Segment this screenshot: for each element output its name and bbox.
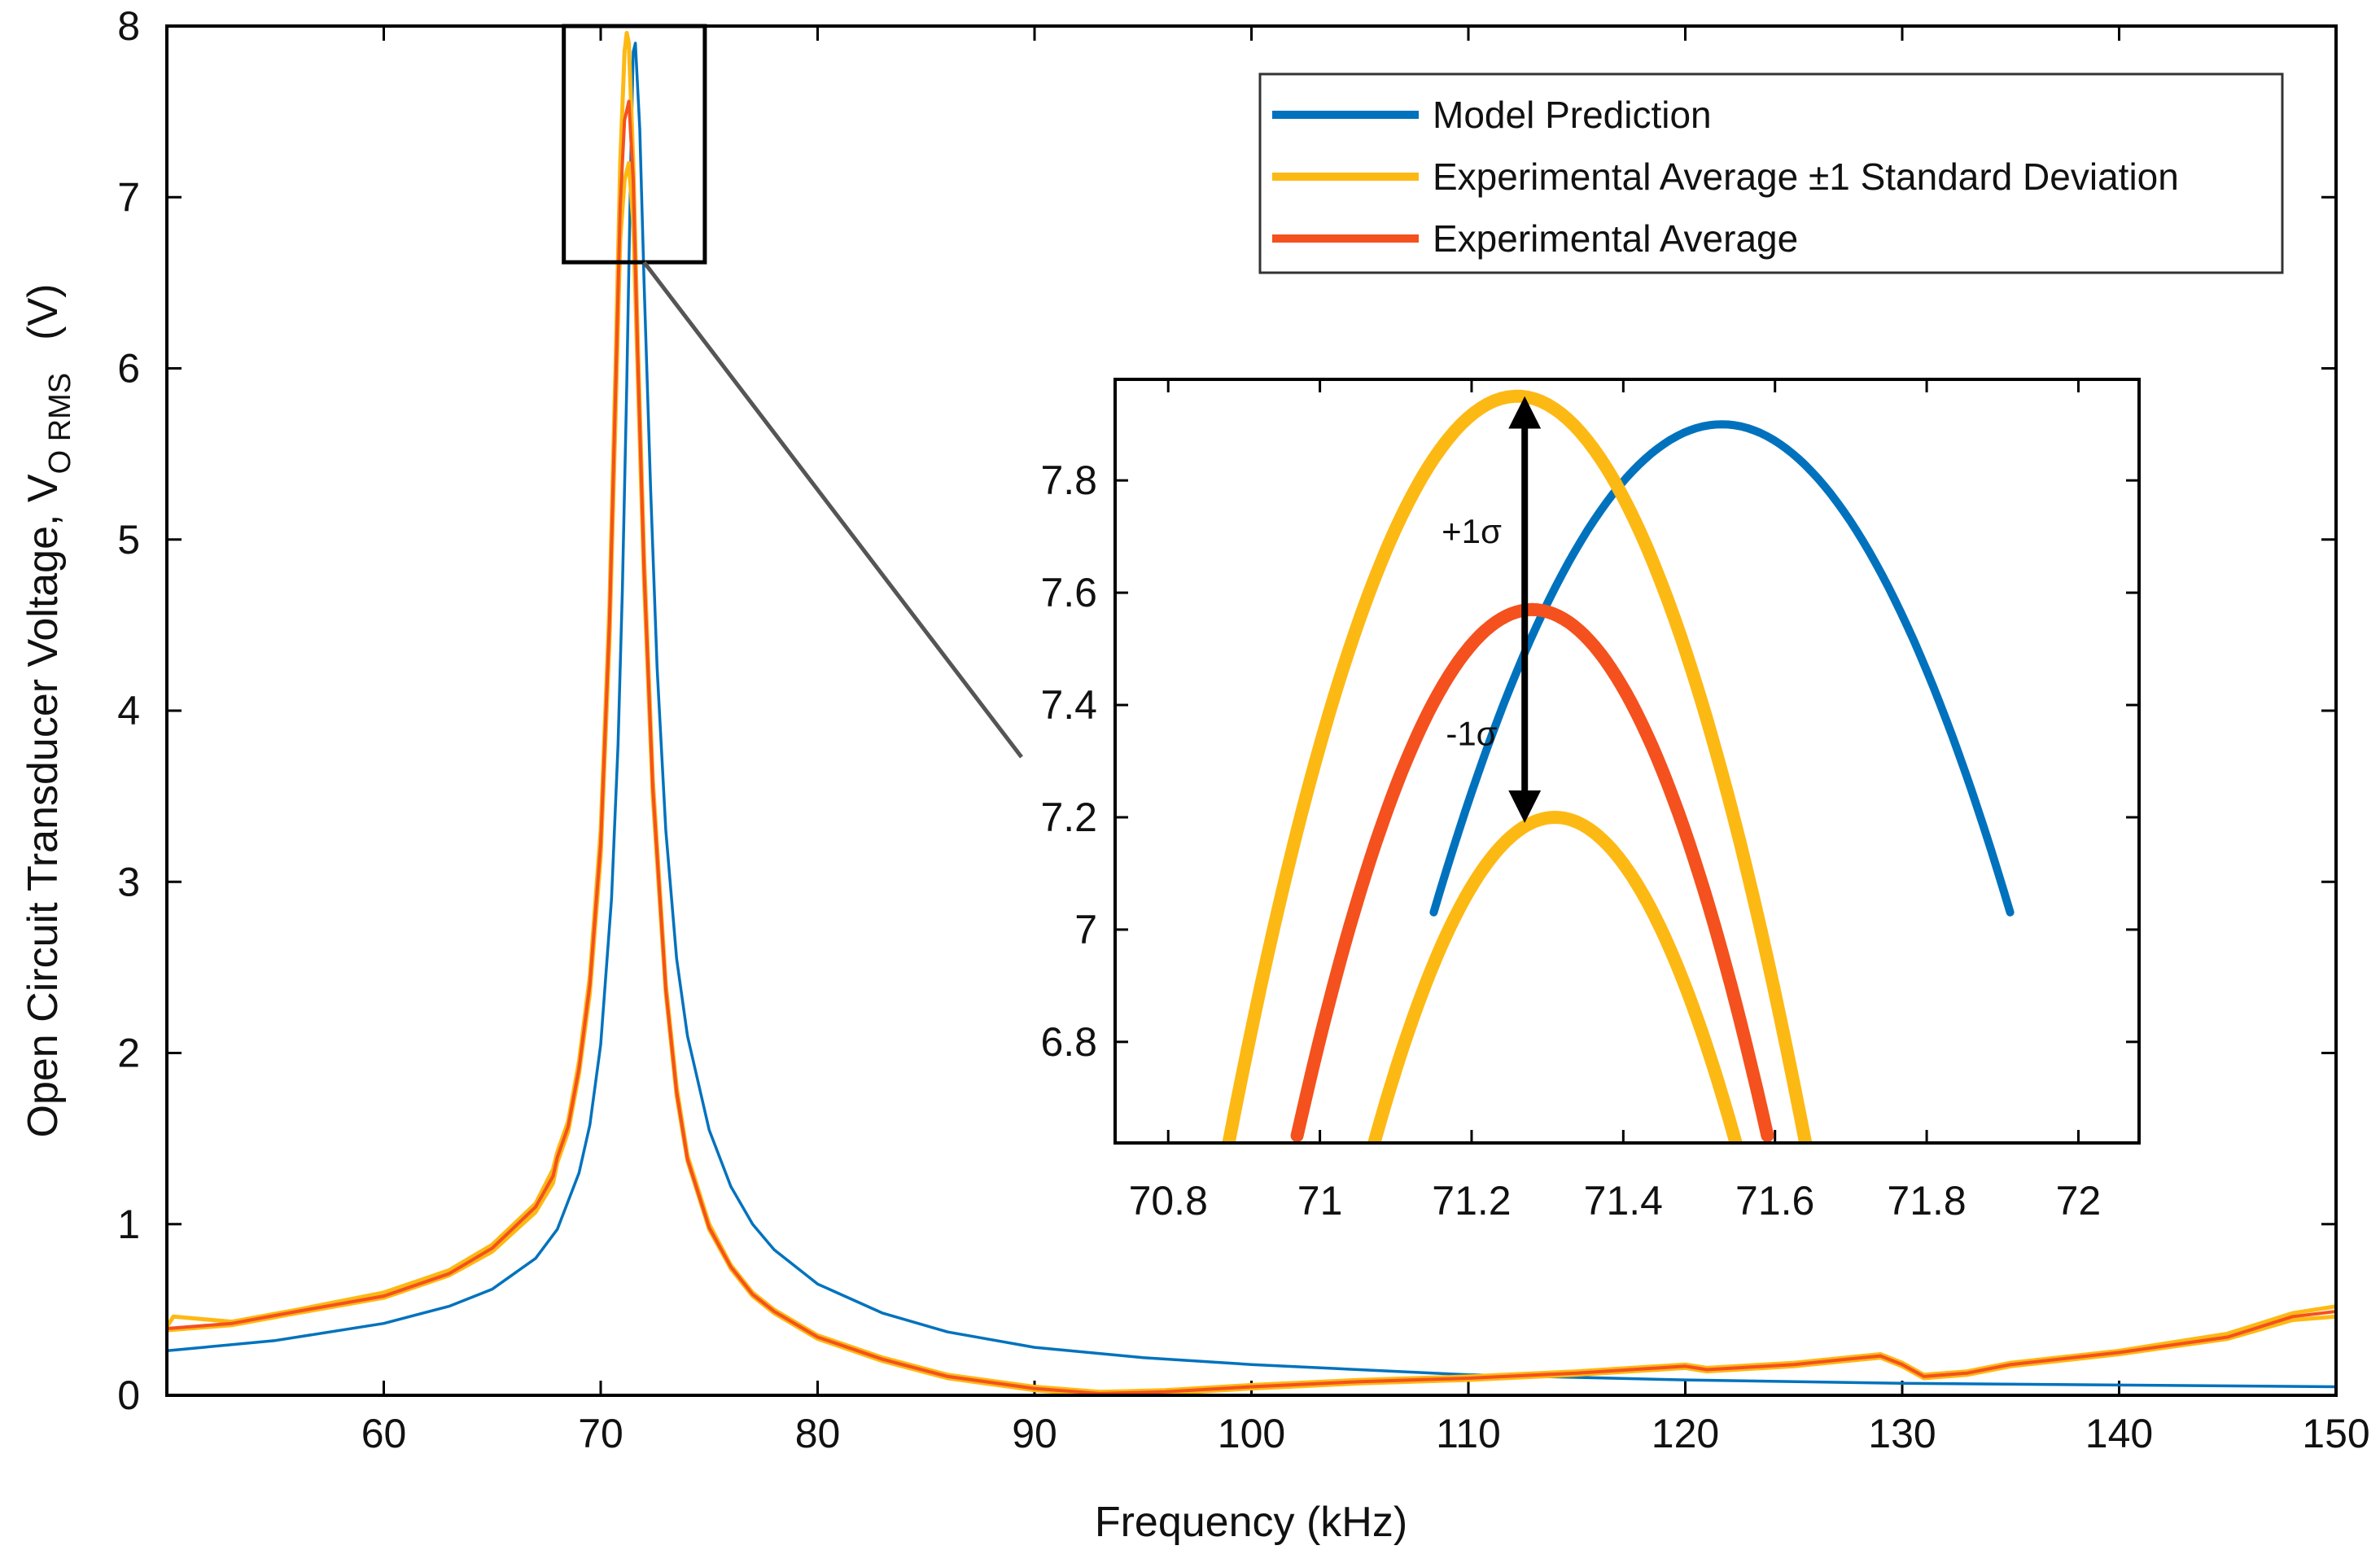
inset-x-tick-label: 72 — [2056, 1178, 2102, 1224]
inset-x-tick-label: 71.8 — [1887, 1178, 1966, 1224]
x-axis-label: Frequency (kHz) — [1095, 1499, 1407, 1546]
y-axis-label: Open Circuit Transducer Voltage, VO RMS (… — [20, 284, 77, 1138]
main-axes-frame — [165, 24, 2338, 1397]
inset-y-tick-label: 7.6 — [1040, 570, 1097, 615]
main-series-3 — [167, 99, 2336, 1395]
main-y-ticks: 0 1 2 3 4 5 6 7 8 — [117, 3, 2336, 1418]
inset-y-tick-label: 7.8 — [1040, 458, 1097, 503]
main-y-tick-label: 1 — [117, 1202, 140, 1247]
inset-y-tick-label: 7.2 — [1040, 795, 1097, 840]
main-x-ticks: 60 70 80 90 100 110 120 130 140 150 — [361, 26, 2370, 1456]
y-axis-label-units: (V) — [20, 284, 67, 340]
main-y-tick-label: 5 — [117, 517, 140, 563]
legend-label-average: Experimental Average — [1433, 217, 1798, 260]
main-series-0 — [167, 42, 2336, 1389]
main-y-tick-label: 3 — [117, 859, 140, 904]
zoom-box — [562, 24, 707, 265]
main-plot: 60 70 80 90 100 110 120 130 140 150 0 1 2 3 4 5 6 7 8 Fre… — [20, 3, 2370, 1546]
main-x-tick-label: 100 — [1218, 1411, 1285, 1456]
annotation-plus-1-sigma: +1σ — [1442, 512, 1502, 550]
main-x-tick-label: 150 — [2302, 1411, 2369, 1456]
inset-axes-frame — [1113, 378, 2141, 1145]
main-series-group — [167, 30, 2336, 1395]
zoom-connector-line — [642, 260, 1023, 759]
annotation-minus-1-sigma: -1σ — [1446, 715, 1497, 753]
y-axis-label-subscript: O RMS — [43, 373, 77, 475]
legend: Model Prediction Experimental Average ±1… — [1258, 72, 2284, 274]
main-x-tick-label: 140 — [2085, 1411, 2153, 1456]
main-y-tick-label: 7 — [117, 174, 140, 220]
legend-label-model: Model Prediction — [1433, 94, 1712, 136]
main-y-tick-label: 2 — [117, 1031, 140, 1076]
main-x-tick-label: 60 — [361, 1411, 407, 1456]
inset-x-tick-label: 70.8 — [1129, 1178, 1208, 1224]
main-y-tick-label: 4 — [117, 688, 140, 733]
inset-y-tick-label: 6.8 — [1040, 1019, 1097, 1065]
inset-x-tick-label: 71 — [1297, 1178, 1343, 1224]
legend-box — [1258, 72, 2284, 274]
main-x-tick-label: 110 — [1436, 1411, 1501, 1456]
inset-x-ticks: 70.8 71 71.2 71.4 71.6 71.8 72 — [1129, 379, 2102, 1224]
inset-y-ticks: 6.8 7 7.2 7.4 7.6 7.8 — [1040, 458, 2139, 1065]
main-y-tick-label: 8 — [117, 3, 140, 49]
main-x-tick-label: 90 — [1012, 1411, 1057, 1456]
main-y-tick-label: 0 — [117, 1373, 140, 1418]
main-x-tick-label: 70 — [578, 1411, 623, 1456]
inset-x-tick-label: 71.2 — [1432, 1178, 1511, 1224]
main-x-tick-label: 80 — [795, 1411, 841, 1456]
inset-plot: 70.8 71 71.2 71.4 71.6 71.8 72 6.8 7 7.2 7.4 7.6 7.… — [1040, 378, 2141, 1224]
inset-y-tick-label: 7 — [1074, 907, 1097, 952]
main-y-tick-label: 6 — [117, 346, 140, 392]
main-x-tick-label: 130 — [1868, 1411, 1936, 1456]
inset-x-tick-label: 71.6 — [1735, 1178, 1814, 1224]
main-x-tick-label: 120 — [1652, 1411, 1719, 1456]
inset-x-tick-label: 71.4 — [1584, 1178, 1663, 1224]
inset-y-tick-label: 7.4 — [1040, 682, 1097, 728]
inset-series-3 — [1367, 811, 1743, 1143]
legend-label-stddev: Experimental Average ±1 Standard Deviati… — [1433, 155, 2179, 198]
y-axis-label-main: Open Circuit Transducer Voltage, V — [20, 474, 67, 1137]
